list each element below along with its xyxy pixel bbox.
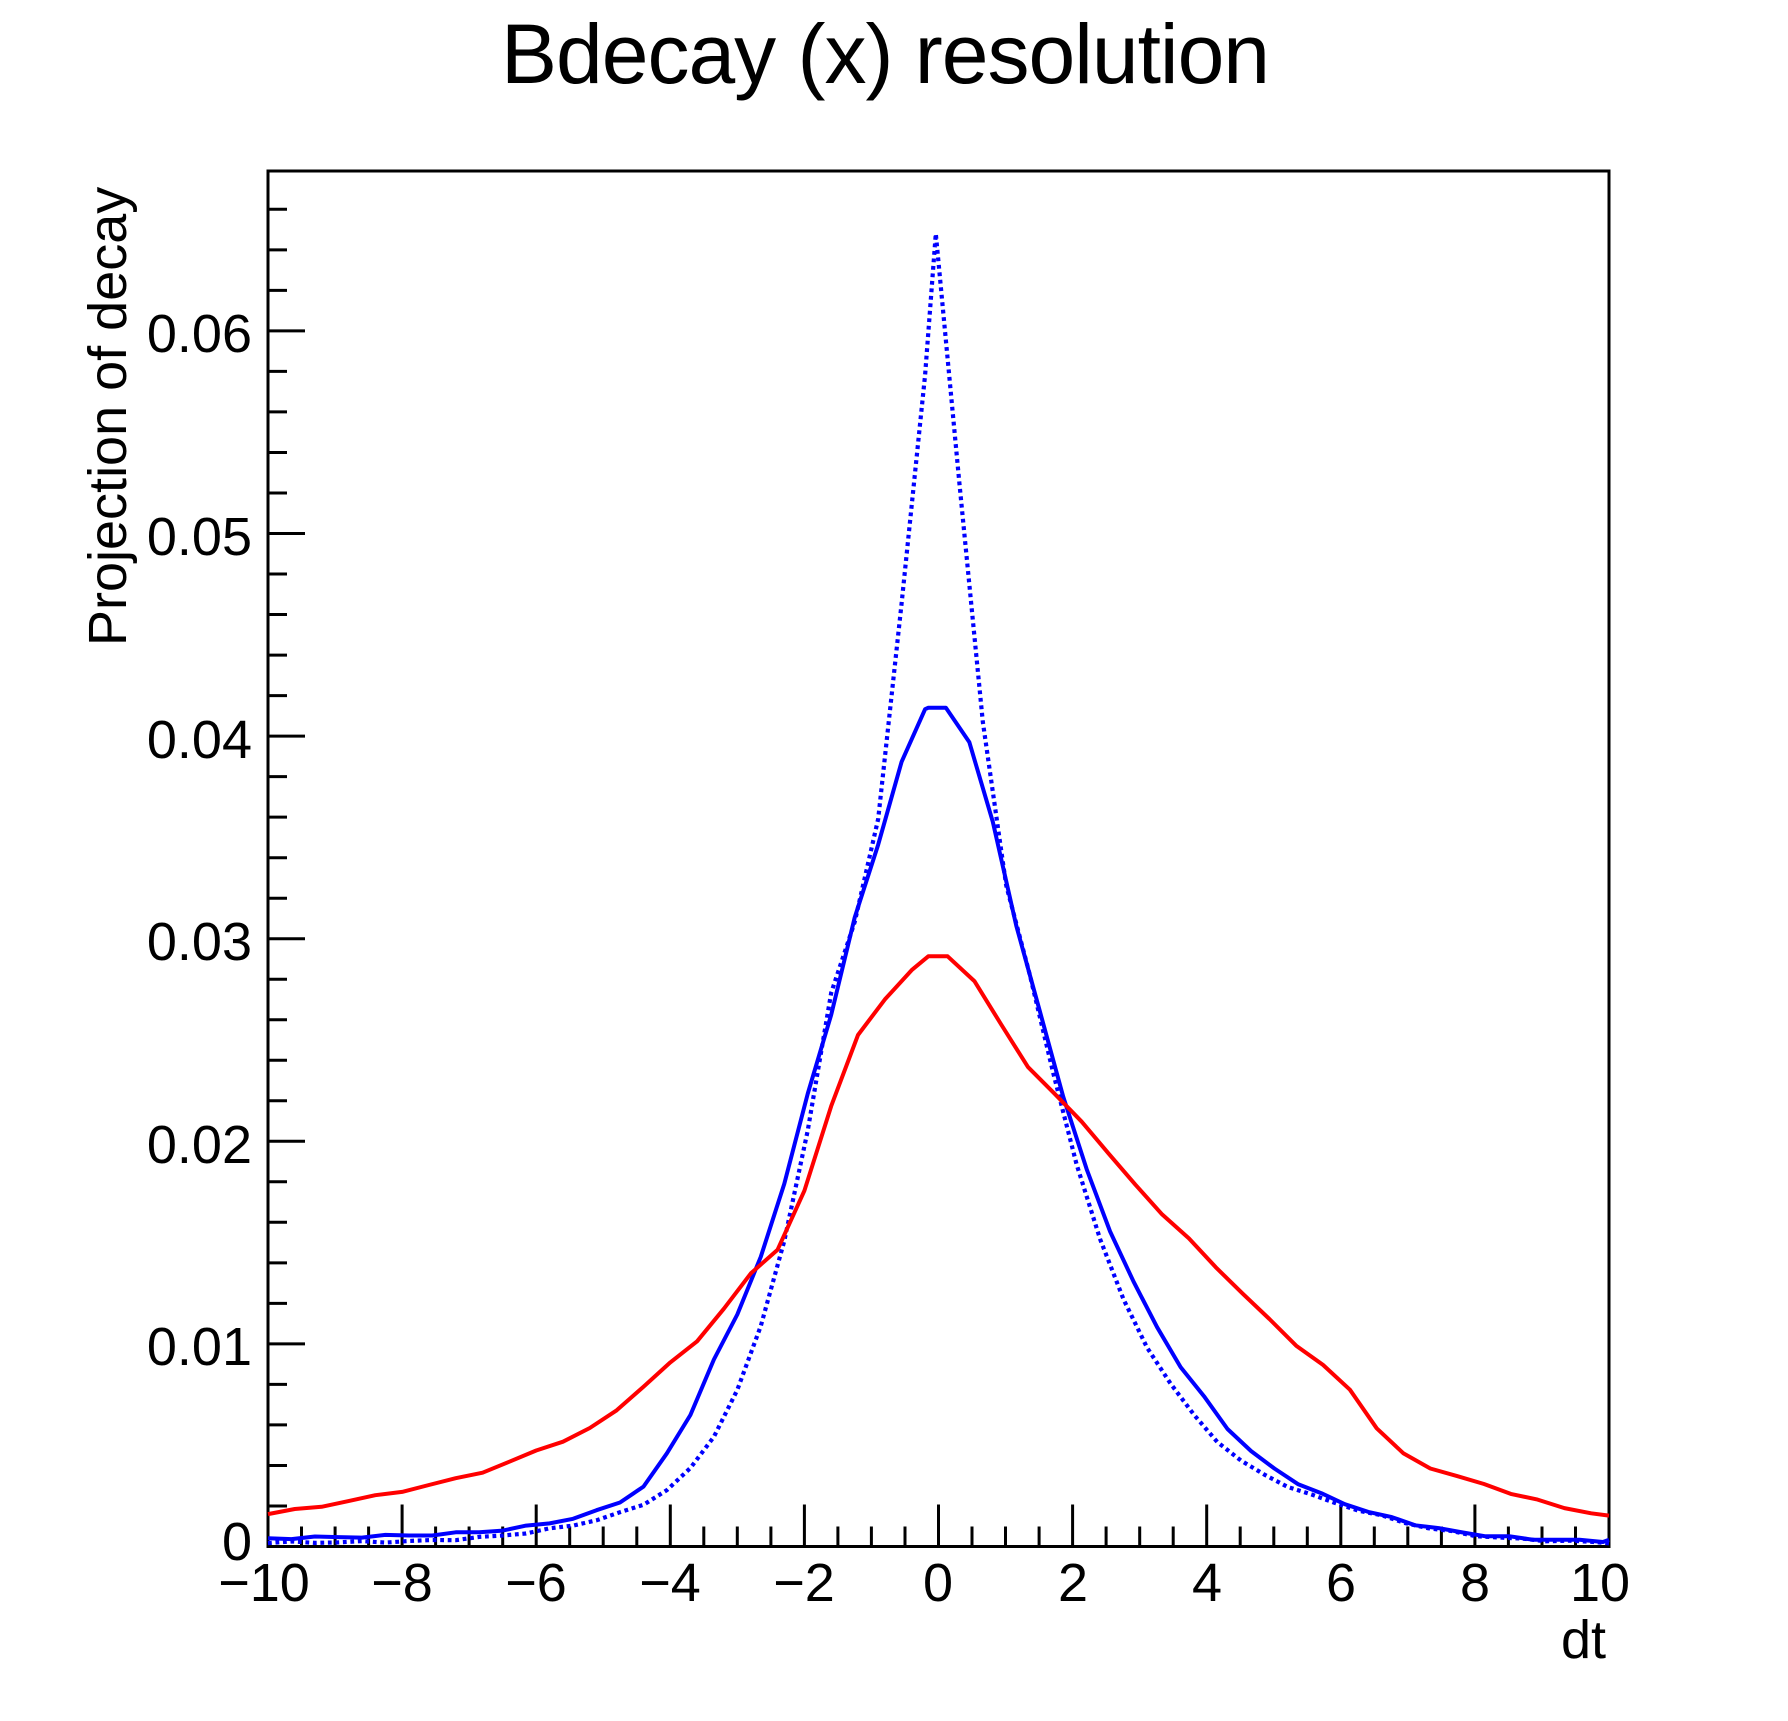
svg-text:0.06: 0.06 xyxy=(147,304,252,364)
svg-text:8: 8 xyxy=(1460,1553,1490,1613)
svg-text:Bdecay (x) resolution: Bdecay (x) resolution xyxy=(501,7,1269,101)
svg-text:−10: −10 xyxy=(218,1553,310,1613)
svg-text:10: 10 xyxy=(1570,1553,1630,1613)
svg-text:−8: −8 xyxy=(371,1553,433,1613)
svg-text:0.02: 0.02 xyxy=(147,1115,252,1175)
svg-text:0.03: 0.03 xyxy=(147,912,252,972)
svg-text:−6: −6 xyxy=(505,1553,567,1613)
svg-text:0.05: 0.05 xyxy=(147,507,252,567)
svg-text:Projection of decay: Projection of decay xyxy=(78,187,138,646)
svg-text:0: 0 xyxy=(923,1553,953,1613)
svg-text:0.01: 0.01 xyxy=(147,1317,252,1377)
svg-text:2: 2 xyxy=(1058,1553,1088,1613)
svg-text:6: 6 xyxy=(1326,1553,1356,1613)
svg-text:4: 4 xyxy=(1192,1553,1222,1613)
svg-text:−4: −4 xyxy=(639,1553,701,1613)
svg-text:−2: −2 xyxy=(773,1553,835,1613)
svg-text:dt: dt xyxy=(1561,1610,1606,1670)
svg-text:0.04: 0.04 xyxy=(147,710,252,770)
svg-text:0: 0 xyxy=(222,1512,252,1572)
